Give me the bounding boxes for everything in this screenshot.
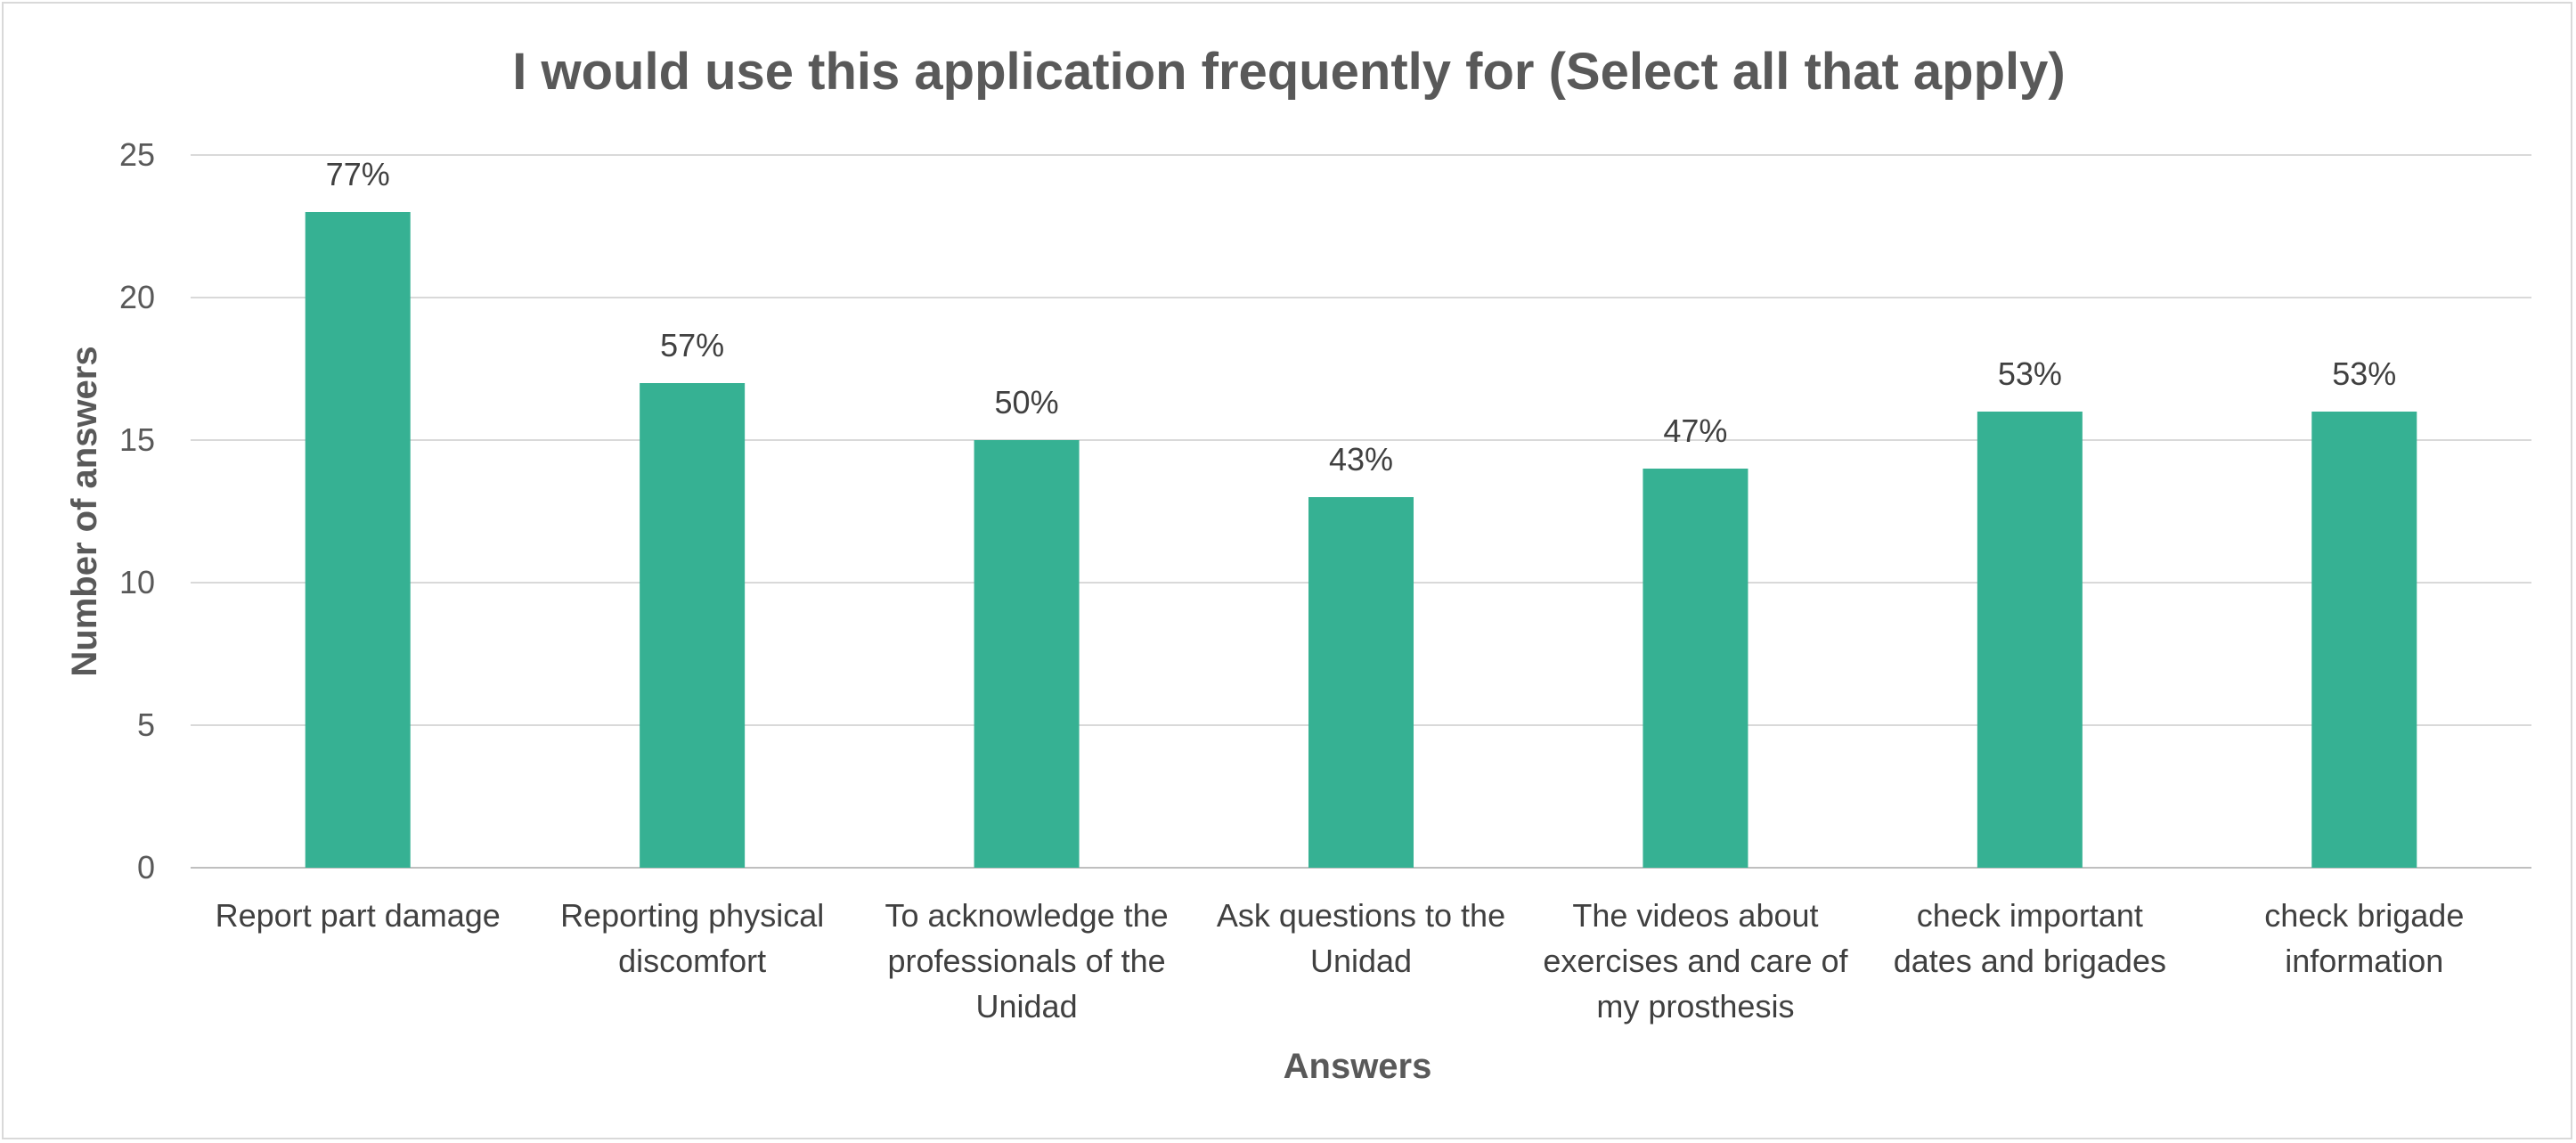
chart-title: I would use this application frequently … (512, 43, 2065, 101)
bar-chart: I would use this application frequently … (65, 43, 2531, 1086)
y-tick-label: 10 (119, 564, 155, 600)
category-label: Reporting physical discomfort (560, 897, 824, 979)
category-label-line: dates and brigades (1894, 943, 2166, 979)
category-label-line: discomfort (618, 943, 766, 979)
category-label: check important dates and brigades (1894, 897, 2166, 979)
x-axis-title: Answers (1284, 1047, 1432, 1086)
data-label: 53% (1998, 355, 2062, 392)
category-label-line: Unidad (976, 988, 1078, 1025)
y-tick-label: 20 (119, 279, 155, 315)
category-label: check brigade information (2264, 897, 2464, 979)
category-label-line: Reporting physical (560, 897, 824, 934)
category-label-line: my prosthesis (1596, 988, 1794, 1025)
category-label: Report part damage (216, 897, 501, 934)
bar (1643, 469, 1749, 868)
data-label: 43% (1329, 441, 1393, 478)
category-label: To acknowledge the professionals of the Un… (884, 897, 1168, 1025)
category-label-line: The videos about (1572, 897, 1818, 934)
bar (640, 383, 746, 868)
data-label: 47% (1663, 412, 1727, 449)
bar (1977, 412, 2083, 868)
data-labels: 77% 57% 50% 43% 47% 53% 53% (326, 156, 2397, 478)
data-label: 57% (660, 327, 724, 363)
bar (1308, 497, 1414, 868)
category-label-line: check brigade (2264, 897, 2464, 934)
category-label-line: Unidad (1310, 943, 1412, 979)
bars (305, 212, 2417, 868)
y-tick-label: 15 (119, 421, 155, 458)
y-tick-label: 5 (137, 706, 155, 743)
bar (2311, 412, 2417, 868)
y-axis-title: Number of answers (65, 346, 104, 676)
bar (305, 212, 411, 868)
y-axis-ticks: 0 5 10 15 20 25 (119, 136, 155, 886)
data-label: 50% (995, 384, 1059, 420)
data-label: 53% (2332, 355, 2396, 392)
category-label-line: check important (1917, 897, 2143, 934)
category-label: Ask questions to the Unidad (1217, 897, 1505, 979)
y-tick-label: 25 (119, 136, 155, 173)
category-label-line: information (2285, 943, 2443, 979)
category-label-line: professionals of the (887, 943, 1165, 979)
data-label: 77% (326, 156, 390, 192)
y-tick-label: 0 (137, 849, 155, 886)
category-label-line: Report part damage (216, 897, 501, 934)
category-label-line: exercises and care of (1543, 943, 1848, 979)
category-label-line: Ask questions to the (1217, 897, 1505, 934)
category-label: The videos about exercises and care of my … (1543, 897, 1848, 1025)
bar (974, 440, 1080, 868)
category-label-line: To acknowledge the (884, 897, 1168, 934)
x-axis-categories: Report part damage Reporting physical disc… (216, 897, 2465, 1025)
